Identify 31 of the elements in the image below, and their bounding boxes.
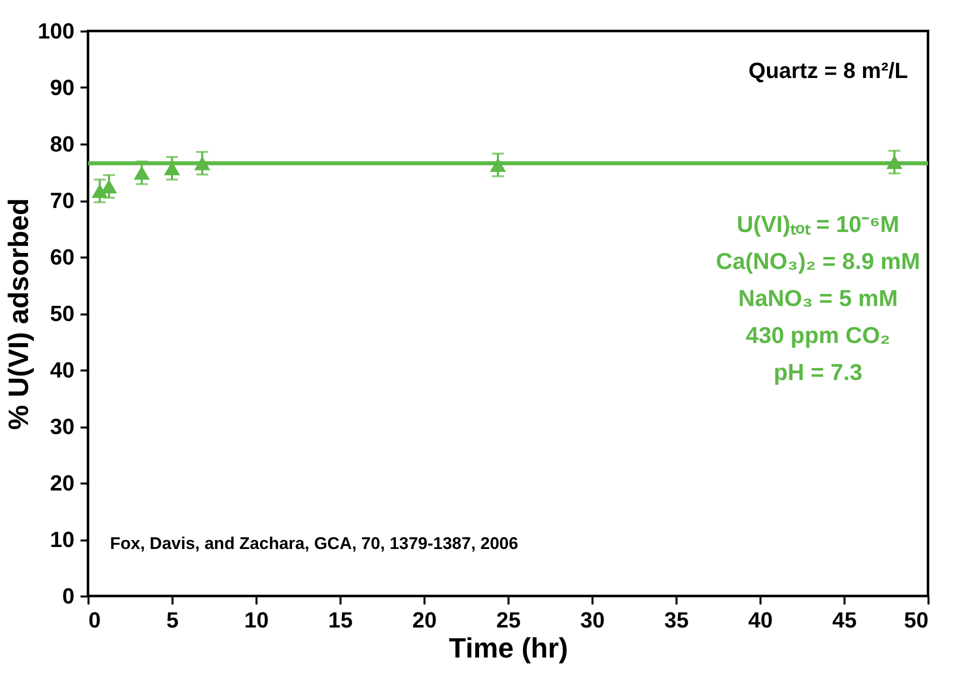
x-tick-label: 25 — [496, 608, 521, 632]
x-axis-title: Time (hr) — [448, 632, 568, 664]
x-tick-label: 0 — [88, 608, 101, 632]
y-tick-label: 50 — [50, 301, 74, 326]
annotation: Ca(NO₃)₂ = 8.9 mM — [716, 248, 920, 274]
annotation: U(VI)ₜₒₜ = 10⁻⁶M — [736, 211, 900, 237]
annotation: 430 ppm CO₂ — [746, 322, 890, 348]
x-tick-label: 35 — [664, 608, 689, 632]
y-tick-label: 70 — [50, 188, 74, 213]
y-tick-label: 20 — [50, 470, 74, 496]
x-tick-label: 5 — [166, 608, 179, 632]
x-tick-label: 20 — [412, 608, 437, 632]
y-tick-label: 40 — [50, 358, 74, 382]
annotation: pH = 7.3 — [774, 359, 862, 385]
y-axis-title: % U(VI) adsorbed — [2, 198, 34, 430]
x-tick-label: 40 — [748, 608, 773, 632]
x-tick-label: 10 — [244, 608, 269, 632]
y-tick-label: 60 — [50, 244, 74, 270]
x-tick-label: 30 — [580, 608, 605, 632]
x-tick-label: 15 — [328, 608, 353, 632]
annotation: Fox, Davis, and Zachara, GCA, 70, 1379-1387, 2006 — [110, 534, 518, 553]
y-tick-label: 90 — [50, 75, 74, 100]
y-tick-label: 0 — [62, 584, 74, 608]
x-tick-label: 50 — [904, 608, 928, 632]
y-tick-label: 30 — [50, 414, 74, 439]
y-tick-label: 80 — [50, 132, 74, 156]
x-tick-label: 45 — [832, 608, 857, 632]
y-tick-label: 10 — [50, 527, 74, 552]
annotation: Quartz = 8 m²/L — [748, 58, 908, 83]
y-tick-label: 100 — [38, 18, 74, 44]
annotation: NaNO₃ = 5 mM — [738, 285, 898, 311]
